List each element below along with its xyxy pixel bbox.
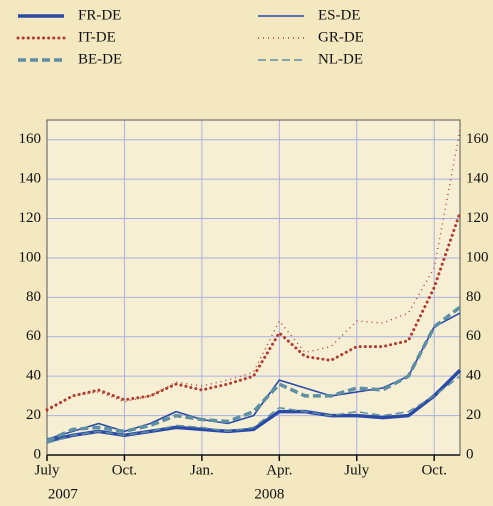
legend-label: GR-DE [318, 29, 364, 45]
y-tick-label: 80 [26, 289, 41, 305]
y2-tick-label: 60 [466, 328, 481, 344]
x-tick-label: July [344, 462, 370, 478]
legend-label: IT-DE [78, 29, 116, 45]
legend-label: BE-DE [78, 51, 122, 67]
y-tick-label: 120 [19, 210, 42, 226]
y-tick-label: 20 [26, 407, 41, 423]
line-series [46, 129, 461, 413]
line-series [46, 375, 461, 444]
y2-tick-label: 120 [466, 210, 489, 226]
y-tick-label: 0 [34, 446, 42, 462]
line-series [46, 369, 462, 443]
x-tick-label: Oct. [112, 462, 137, 478]
line-series [46, 312, 461, 440]
y-tick-label: 100 [19, 249, 42, 265]
y2-tick-label: 80 [466, 289, 481, 305]
y-tick-label: 160 [19, 131, 42, 147]
y2-tick-label: 40 [466, 368, 481, 384]
legend-label: FR-DE [78, 7, 121, 23]
y2-tick-label: 100 [466, 249, 489, 265]
y-tick-label: 40 [26, 368, 41, 384]
y2-tick-label: 140 [466, 171, 489, 187]
y-tick-label: 60 [26, 328, 41, 344]
y2-tick-label: 0 [466, 446, 474, 462]
plot-area [47, 120, 460, 455]
x-tick-label: Oct. [421, 462, 446, 478]
legend-label: NL-DE [318, 51, 363, 67]
legend-label: ES-DE [318, 7, 361, 23]
year-label: 2008 [254, 486, 284, 502]
y2-tick-label: 20 [466, 407, 481, 423]
line-series [45, 211, 462, 412]
x-tick-label: Apr. [266, 462, 292, 478]
year-label: 2007 [48, 486, 79, 502]
x-tick-label: July [34, 462, 60, 478]
y2-tick-label: 160 [466, 131, 489, 147]
x-tick-label: Jan. [190, 462, 214, 478]
y-tick-label: 140 [19, 171, 42, 187]
